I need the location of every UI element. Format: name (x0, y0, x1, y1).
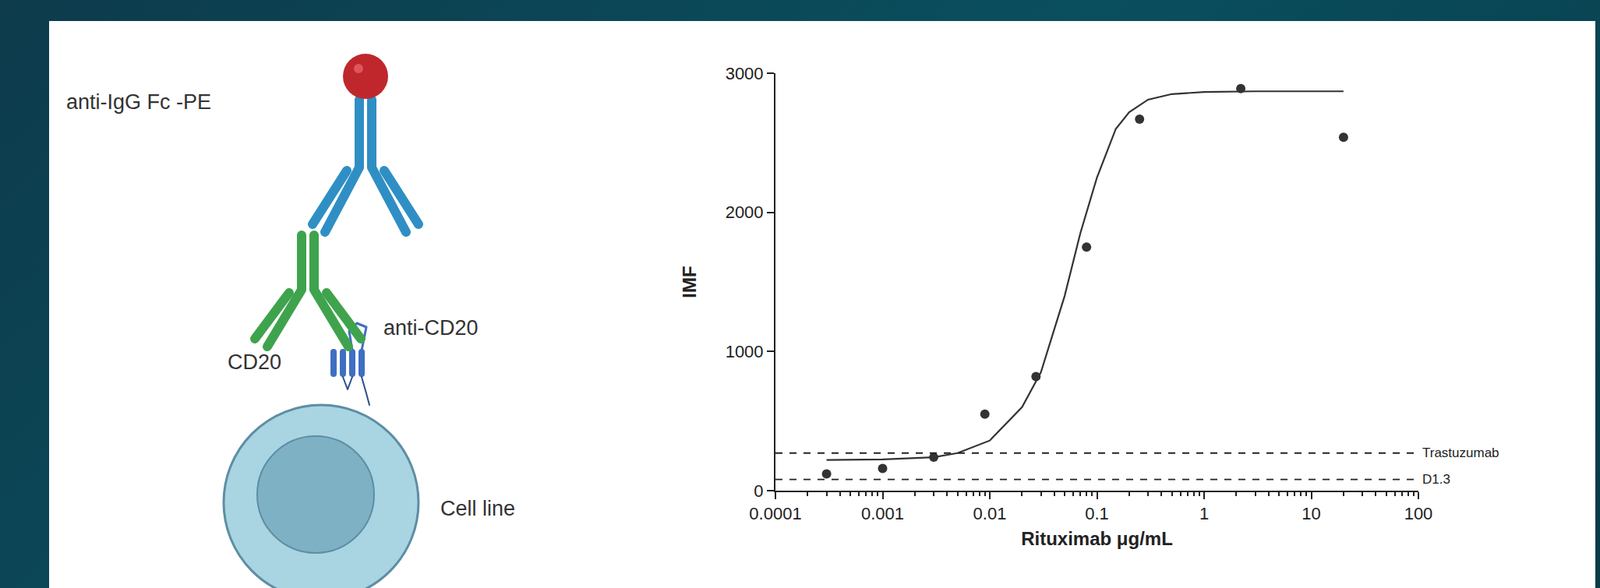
svg-text:anti-CD20: anti-CD20 (383, 316, 479, 340)
svg-text:0.001: 0.001 (861, 504, 905, 524)
svg-text:3000: 3000 (725, 63, 764, 84)
svg-text:0.0001: 0.0001 (748, 504, 802, 524)
svg-text:IMF: IMF (678, 265, 700, 298)
svg-text:1: 1 (1199, 504, 1209, 524)
svg-text:0: 0 (753, 481, 763, 502)
svg-text:0.1: 0.1 (1084, 504, 1110, 524)
svg-text:CD20: CD20 (227, 350, 282, 375)
svg-text:Trastuzumab: Trastuzumab (1422, 445, 1500, 461)
svg-text:Cell line: Cell line (440, 497, 516, 521)
svg-text:Rituximab μg/mL: Rituximab μg/mL (1020, 528, 1173, 550)
svg-text:0.01: 0.01 (973, 504, 1007, 524)
svg-text:anti-IgG Fc -PE: anti-IgG Fc -PE (66, 90, 212, 114)
svg-text:10: 10 (1301, 504, 1321, 524)
svg-text:2000: 2000 (725, 202, 764, 223)
svg-text:100: 100 (1404, 504, 1434, 524)
svg-text:1000: 1000 (725, 342, 764, 362)
svg-text:D1.3: D1.3 (1422, 472, 1451, 488)
